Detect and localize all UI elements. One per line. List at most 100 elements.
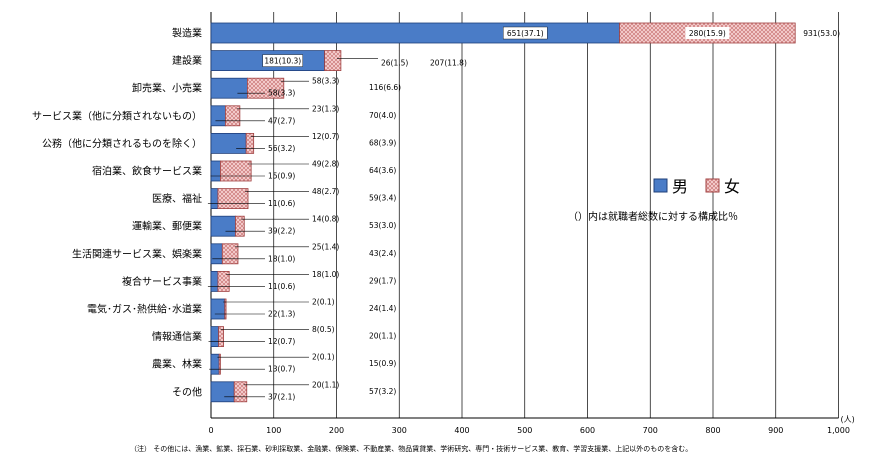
- female-data-label: 2(0.1): [312, 298, 335, 307]
- total-data-label: 64(3.6): [369, 166, 396, 175]
- female-data-label: 26(1.5): [381, 59, 408, 68]
- x-tick-label: 300: [392, 426, 407, 435]
- category-label: 情報通信業: [152, 330, 202, 343]
- bar-male: [210, 326, 219, 348]
- total-data-label: 57(3.2): [369, 387, 396, 396]
- female-data-label: 23(1.3): [312, 104, 339, 113]
- x-axis-unit: (人): [841, 415, 855, 424]
- category-label: 医療、福祉: [152, 192, 202, 205]
- category-label: 複合サービス事業: [122, 275, 202, 288]
- legend: 男 女: [653, 177, 740, 196]
- category-label: サービス業（他に分類されないもの）: [32, 109, 202, 122]
- female-data-label: 12(0.7): [312, 132, 339, 141]
- category-label: 公務（他に分類されるものを除く）: [42, 137, 202, 150]
- total-data-label: 29(1.7): [369, 276, 396, 285]
- x-tick-label: 800: [705, 426, 720, 435]
- x-tick-label: 200: [329, 426, 344, 435]
- female-data-label: 8(0.5): [312, 325, 335, 334]
- bar-male: [210, 188, 219, 210]
- bar-female: [218, 326, 224, 348]
- category-label: その他: [172, 385, 202, 398]
- bar-male: [210, 215, 236, 237]
- male-data-label: 58(3.3): [268, 89, 295, 98]
- bar-female: [217, 188, 249, 210]
- female-data-label: 20(1.1): [312, 380, 339, 389]
- x-tick-label: 400: [454, 426, 469, 435]
- category-label: 建設業: [172, 54, 202, 67]
- male-data-label: 651(37.1): [507, 29, 544, 38]
- total-data-label: 24(1.4): [369, 304, 396, 313]
- bar-female: [324, 50, 342, 71]
- male-data-label: 12(0.7): [268, 337, 295, 346]
- bar-female: [220, 160, 252, 182]
- female-data-label: 2(0.1): [312, 353, 335, 362]
- bar-female: [235, 215, 245, 237]
- male-data-label: 56(3.2): [268, 144, 295, 153]
- bar-male: [210, 22, 620, 44]
- bar-male: [210, 105, 226, 127]
- bar-male: [210, 77, 248, 99]
- female-label-box: [685, 27, 730, 39]
- category-label: 運輸業、郵便業: [132, 220, 202, 233]
- x-tick-label: 500: [517, 426, 532, 435]
- female-data-label: 48(2.7): [312, 187, 339, 196]
- composition-note: （）内は就職者総数に対する構成比％: [568, 210, 738, 223]
- legend-swatch-female: [705, 178, 720, 193]
- bar-female: [218, 353, 221, 375]
- bar-male: [210, 160, 221, 182]
- bar-female: [217, 270, 230, 292]
- total-data-label: 68(3.9): [369, 138, 396, 147]
- total-data-label: 43(2.4): [369, 249, 396, 258]
- bar-male: [210, 270, 219, 292]
- male-data-label: 181(10.3): [264, 57, 301, 66]
- female-data-label: 280(15.9): [689, 29, 726, 38]
- female-data-label: 18(1.0): [312, 270, 339, 279]
- category-label: 卸売業、小売業: [132, 82, 202, 95]
- legend-label-male: 男: [672, 177, 688, 196]
- male-data-label: 11(0.6): [268, 199, 295, 208]
- category-label: 農業、林業: [152, 358, 202, 371]
- x-tick-label: 100: [266, 426, 281, 435]
- male-data-label: 13(0.7): [268, 365, 295, 374]
- x-tick-label: 700: [643, 426, 658, 435]
- bar-male: [210, 381, 235, 403]
- total-data-label: 59(3.4): [369, 194, 396, 203]
- total-data-label: 70(4.0): [369, 111, 396, 120]
- bar-female: [224, 298, 227, 320]
- legend-label-female: 女: [724, 177, 740, 196]
- total-data-label: 20(1.1): [369, 332, 396, 341]
- x-tick-label: 600: [580, 426, 595, 435]
- bar-female: [245, 132, 255, 154]
- category-label: 宿泊業、飲食サービス業: [92, 165, 202, 178]
- male-label-box: [503, 26, 548, 40]
- male-label-box: [262, 54, 303, 67]
- male-data-label: 18(1.0): [268, 254, 295, 263]
- bar-male: [210, 243, 223, 265]
- footnote: （注） その他には、漁業、鉱業、採石業、砂利採取業、金融業、保険業、不動産業、物…: [130, 444, 692, 453]
- total-data-label: 53(3.0): [369, 221, 396, 230]
- x-tick-label: 900: [768, 426, 783, 435]
- total-data-label: 207(11.8): [430, 59, 467, 68]
- male-data-label: 15(0.9): [268, 172, 295, 181]
- total-data-label: 116(6.6): [369, 83, 401, 92]
- x-axis: 0 100 200 300 400 500 600 700 800 900 1,000 (人): [208, 415, 854, 435]
- male-data-label: 39(2.2): [268, 227, 295, 236]
- legend-swatch-male: [653, 178, 668, 193]
- female-data-label: 25(1.4): [312, 242, 339, 251]
- category-label: 電気･ガス･熱供給･水道業: [87, 303, 202, 316]
- male-data-label: 11(0.6): [268, 282, 295, 291]
- category-label: 生活関連サービス業、娯楽業: [72, 247, 202, 260]
- category-label: 製造業: [172, 27, 202, 40]
- female-data-label: 58(3.3): [312, 77, 339, 86]
- total-data-label: 15(0.9): [369, 359, 396, 368]
- female-data-label: 14(0.8): [312, 215, 339, 224]
- x-tick-label: 0: [208, 426, 213, 435]
- bar-male: [210, 132, 247, 154]
- male-data-label: 22(1.3): [268, 310, 295, 319]
- male-data-label: 37(2.1): [268, 392, 295, 401]
- x-tick-label: 1,000: [827, 426, 850, 435]
- bar-male: [210, 298, 226, 320]
